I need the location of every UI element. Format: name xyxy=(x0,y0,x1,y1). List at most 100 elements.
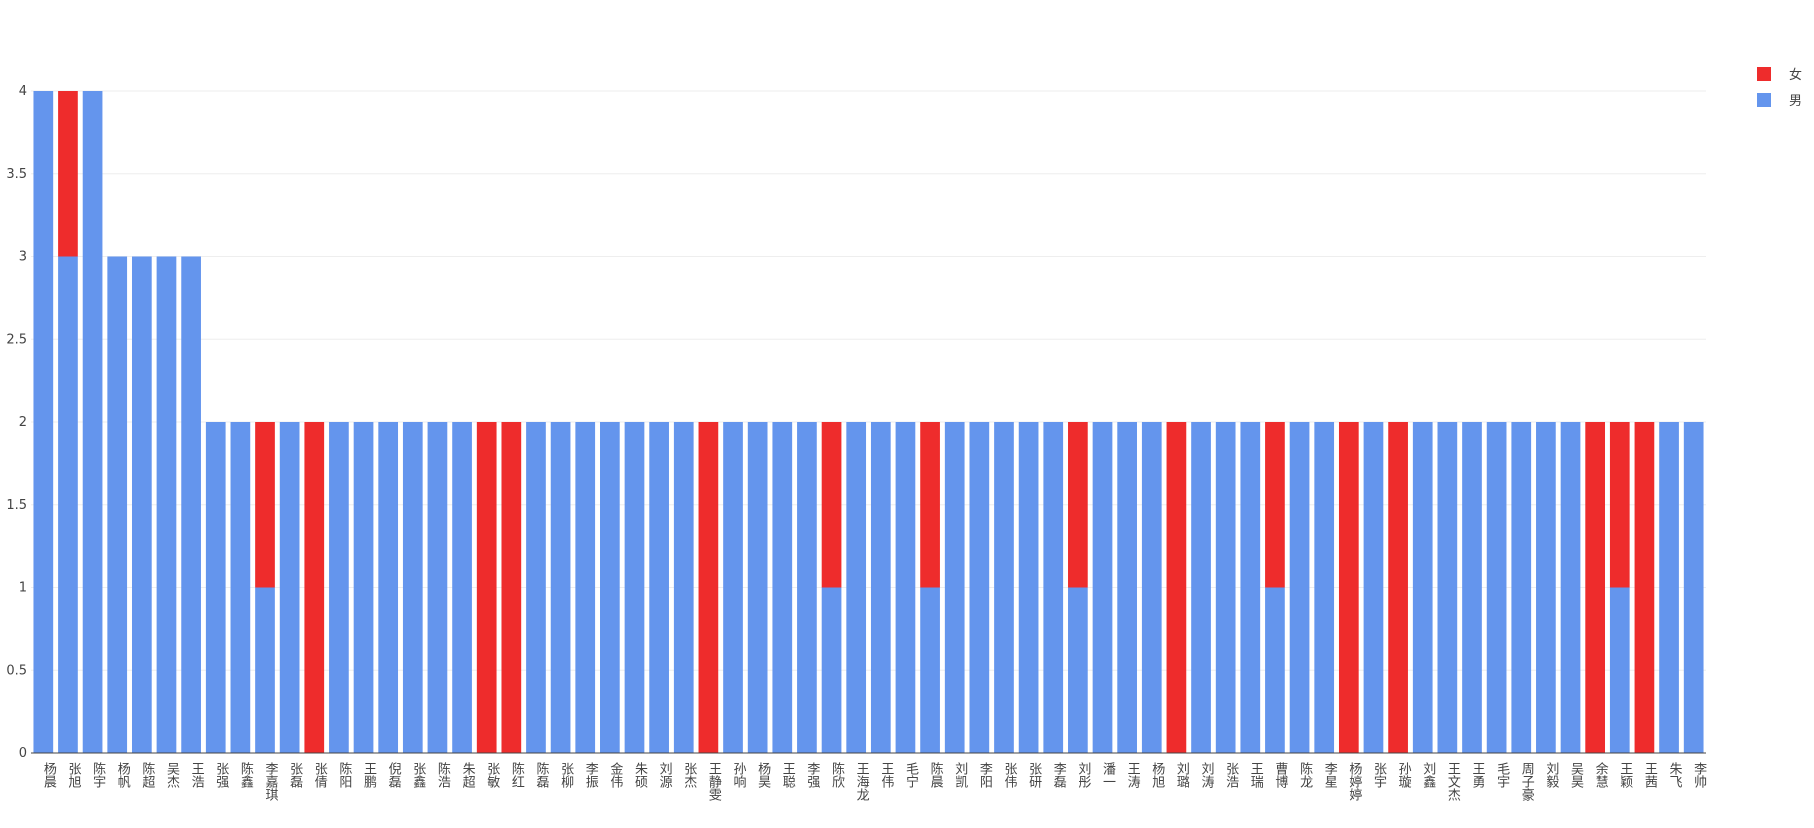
bar-male-杨昊[interactable] xyxy=(747,422,768,753)
bar-male-张伟[interactable] xyxy=(994,422,1014,753)
bar-male-金伟[interactable] xyxy=(600,422,620,753)
bar-male-李帅[interactable] xyxy=(1683,422,1704,753)
bar-male-王伟[interactable] xyxy=(870,422,891,753)
bar-male-朱超[interactable] xyxy=(452,422,472,753)
bar-male-杨旭[interactable] xyxy=(1141,422,1162,753)
bar-male-李阳[interactable] xyxy=(969,422,990,753)
bar-male-吴昊[interactable] xyxy=(1560,422,1581,753)
legend-label-male: 男 xyxy=(1789,94,1802,109)
bar-female-张旭[interactable] xyxy=(58,91,78,257)
bar-female-陈晨[interactable] xyxy=(920,422,940,588)
x-tick-label: 刘毅 xyxy=(1543,762,1559,788)
bar-male-王聪[interactable] xyxy=(772,422,793,753)
bar-male-张鑫[interactable] xyxy=(402,422,423,753)
bar-male-李磊[interactable] xyxy=(1043,422,1064,753)
x-tick-label: 金伟 xyxy=(607,761,623,788)
x-tick-label: 吴杰 xyxy=(164,762,180,788)
x-tick-label: 倪磊 xyxy=(386,762,402,788)
x-tick-label: 杨晨 xyxy=(41,762,57,788)
bar-male-李星[interactable] xyxy=(1314,422,1335,753)
bar-female-张倩[interactable] xyxy=(304,422,325,753)
bar-male-李振[interactable] xyxy=(575,422,596,753)
bar-male-刘毅[interactable] xyxy=(1536,422,1556,753)
x-tick-label: 王聪 xyxy=(780,762,796,789)
bar-male-陈欣[interactable] xyxy=(821,587,842,754)
bar-male-张研[interactable] xyxy=(1018,422,1039,753)
bar-male-刘涛[interactable] xyxy=(1191,422,1211,753)
bar-male-吴杰[interactable] xyxy=(156,256,177,754)
bar-male-王涛[interactable] xyxy=(1117,422,1137,753)
bar-male-陈鑫[interactable] xyxy=(230,422,251,753)
bars xyxy=(33,91,1704,754)
bar-male-陈龙[interactable] xyxy=(1289,422,1310,753)
bar-male-陈浩[interactable] xyxy=(427,422,448,753)
bar-male-杨帆[interactable] xyxy=(107,256,128,754)
bar-female-陈红[interactable] xyxy=(501,422,522,753)
bar-male-张宇[interactable] xyxy=(1363,422,1384,753)
bar-female-张敏[interactable] xyxy=(476,422,497,753)
bar-male-张强[interactable] xyxy=(205,422,226,753)
x-tick-label: 王颖 xyxy=(1617,762,1633,788)
bar-male-周子豪[interactable] xyxy=(1511,422,1532,753)
bar-male-陈晨[interactable] xyxy=(920,587,940,754)
bar-male-李强[interactable] xyxy=(797,422,817,753)
bar-male-张柳[interactable] xyxy=(550,422,571,753)
x-tick-label: 张杰 xyxy=(681,762,697,788)
bar-male-曹博[interactable] xyxy=(1265,587,1285,754)
x-tick-label: 周子豪 xyxy=(1519,762,1535,801)
x-tick-label: 李强 xyxy=(804,762,820,789)
bar-male-张磊[interactable] xyxy=(279,422,300,753)
bar-female-曹博[interactable] xyxy=(1265,422,1285,588)
bar-male-王海龙[interactable] xyxy=(846,422,867,753)
bar-male-王勇[interactable] xyxy=(1462,422,1482,753)
bar-male-刘鑫[interactable] xyxy=(1412,422,1433,753)
legend-item-female[interactable]: 女 xyxy=(1757,67,1802,83)
x-tick-label: 杨婷婷 xyxy=(1346,762,1362,801)
x-tick-label: 王涛 xyxy=(1125,762,1141,788)
bar-male-潘一[interactable] xyxy=(1092,422,1113,753)
bar-female-杨婷婷[interactable] xyxy=(1338,422,1359,753)
bar-male-朱飞[interactable] xyxy=(1659,422,1679,753)
bar-male-陈磊[interactable] xyxy=(526,422,546,753)
bar-male-王鹏[interactable] xyxy=(353,422,374,753)
bar-female-王茜[interactable] xyxy=(1634,422,1655,753)
bar-male-孙响[interactable] xyxy=(723,422,743,753)
x-tick-label: 陈超 xyxy=(139,761,155,789)
legend: 女 男 xyxy=(1757,67,1802,109)
bar-female-王静雯[interactable] xyxy=(698,422,719,753)
bar-male-张旭[interactable] xyxy=(58,256,78,754)
bar-male-王文杰[interactable] xyxy=(1437,422,1458,753)
bar-male-李嘉琪[interactable] xyxy=(255,587,275,754)
legend-item-male[interactable]: 男 xyxy=(1757,93,1802,109)
bar-male-张浩[interactable] xyxy=(1215,422,1236,753)
bar-male-张杰[interactable] xyxy=(673,422,694,753)
y-tick-label: 4 xyxy=(19,84,27,99)
bar-male-刘源[interactable] xyxy=(649,422,669,753)
bar-female-刘璐[interactable] xyxy=(1166,422,1187,753)
bar-male-杨晨[interactable] xyxy=(33,91,54,753)
bar-female-孙璇[interactable] xyxy=(1388,422,1408,753)
bar-male-刘彤[interactable] xyxy=(1068,587,1088,754)
bar-male-倪磊[interactable] xyxy=(378,422,399,753)
bar-male-王瑞[interactable] xyxy=(1240,422,1261,753)
x-tick-label: 张研 xyxy=(1026,762,1042,788)
bar-male-刘凯[interactable] xyxy=(944,422,965,753)
bar-male-王浩[interactable] xyxy=(181,256,201,754)
x-tick-label: 朱超 xyxy=(460,762,476,789)
bar-female-余慧[interactable] xyxy=(1585,422,1606,753)
bar-male-朱硕[interactable] xyxy=(624,422,645,753)
bar-male-毛宁[interactable] xyxy=(895,422,916,753)
bar-female-刘彤[interactable] xyxy=(1068,422,1088,588)
bar-male-陈宇[interactable] xyxy=(82,91,103,753)
x-tick-label: 刘凯 xyxy=(952,762,968,788)
x-tick-label: 刘源 xyxy=(657,762,673,788)
bar-female-陈欣[interactable] xyxy=(821,422,842,588)
bar-male-毛宇[interactable] xyxy=(1486,422,1507,753)
bar-male-陈超[interactable] xyxy=(131,256,152,754)
bar-male-陈阳[interactable] xyxy=(329,422,349,753)
bar-male-王颖[interactable] xyxy=(1609,587,1630,754)
legend-label-female: 女 xyxy=(1789,67,1802,83)
bar-female-王颖[interactable] xyxy=(1609,422,1630,588)
x-tick-label: 王伟 xyxy=(878,762,894,788)
bar-female-李嘉琪[interactable] xyxy=(255,422,275,588)
